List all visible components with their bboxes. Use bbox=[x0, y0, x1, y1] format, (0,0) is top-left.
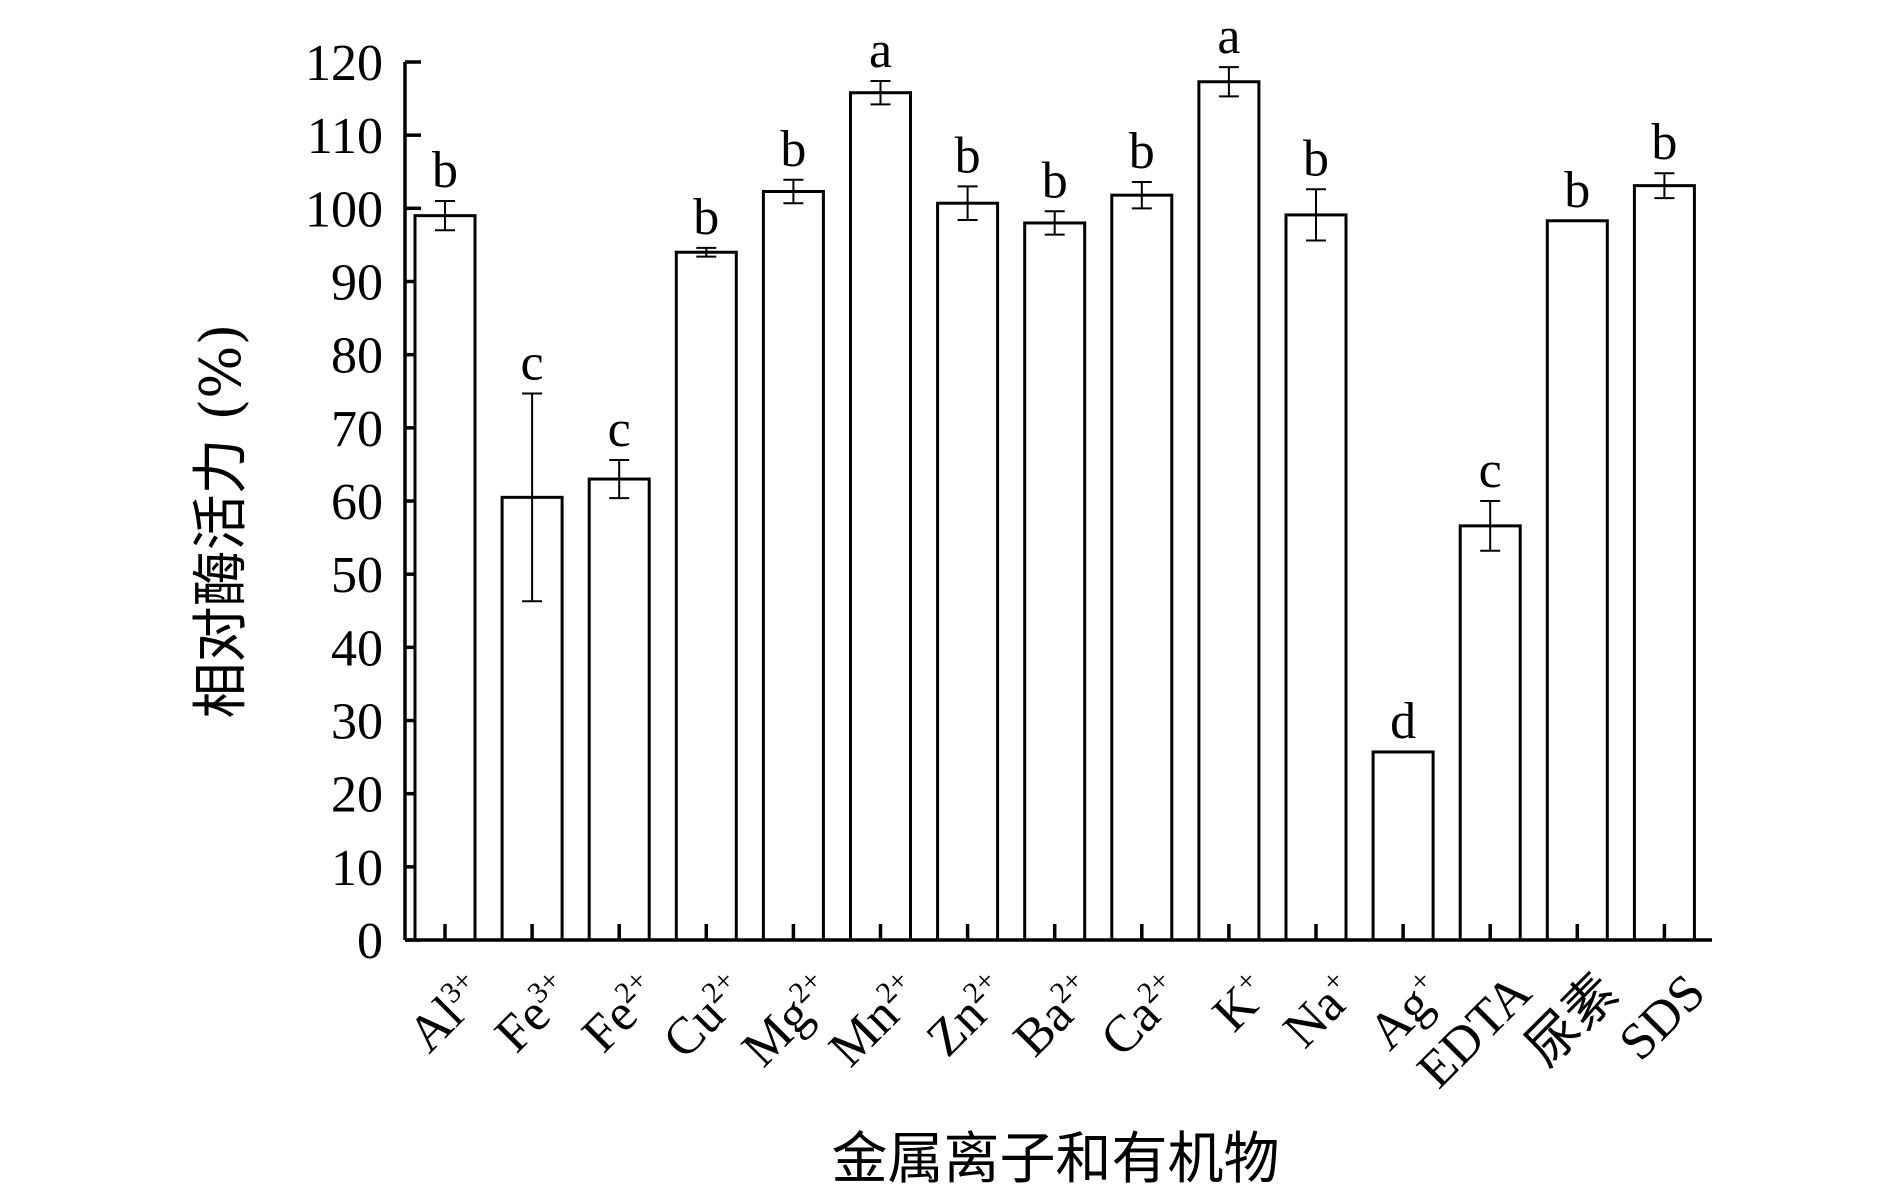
bar bbox=[1458, 524, 1522, 942]
x-tick-label: Fe3+ bbox=[484, 963, 584, 1063]
bar bbox=[1632, 184, 1696, 942]
svg-text:Cu2+: Cu2+ bbox=[652, 963, 758, 1069]
significance-label: c bbox=[521, 334, 544, 391]
significance-label: b bbox=[1129, 123, 1155, 180]
x-tick-label: SDS bbox=[1609, 964, 1717, 1072]
bar bbox=[1023, 221, 1087, 942]
svg-text:Al3+: Al3+ bbox=[397, 963, 497, 1063]
svg-text:Fe3+: Fe3+ bbox=[484, 963, 584, 1063]
significance-label: b bbox=[1303, 130, 1329, 187]
x-tick-label: Fe2+ bbox=[571, 963, 671, 1063]
y-tick-label: 120 bbox=[305, 35, 383, 92]
y-tick-label: 10 bbox=[331, 840, 383, 897]
bar bbox=[413, 214, 477, 942]
significance-label: d bbox=[1390, 693, 1416, 750]
svg-text:尿素: 尿素 bbox=[1515, 964, 1629, 1078]
svg-text:Ca2+: Ca2+ bbox=[1090, 963, 1194, 1067]
bar bbox=[936, 201, 1000, 942]
bar bbox=[849, 91, 912, 942]
bars-group: b c c b b a b b b a b d c b b bbox=[413, 8, 1696, 942]
significance-label: a bbox=[1217, 8, 1240, 65]
x-tick-label: K+ bbox=[1202, 963, 1281, 1042]
y-tick-label: 90 bbox=[331, 255, 383, 312]
bar bbox=[674, 250, 738, 942]
svg-text:Ba2+: Ba2+ bbox=[1003, 963, 1107, 1067]
x-tick-label-base: 尿素 bbox=[1515, 964, 1629, 1078]
y-tick-label: 100 bbox=[305, 181, 383, 238]
x-tick-label: Al3+ bbox=[397, 963, 497, 1063]
svg-text:Mn2+: Mn2+ bbox=[818, 963, 932, 1077]
y-tick-label: 80 bbox=[331, 328, 383, 385]
significance-label: b bbox=[1651, 114, 1677, 171]
x-tick-label: Mn2+ bbox=[818, 963, 932, 1077]
y-tick-label: 70 bbox=[331, 401, 383, 458]
svg-text:SDS: SDS bbox=[1609, 964, 1717, 1072]
svg-text:K+: K+ bbox=[1202, 963, 1281, 1042]
significance-label: b bbox=[780, 121, 806, 178]
x-tick-label: Zn2+ bbox=[916, 963, 1020, 1067]
svg-text:Mg2+: Mg2+ bbox=[731, 963, 845, 1077]
svg-text:Na+: Na+ bbox=[1273, 963, 1368, 1058]
y-tick-label: 0 bbox=[357, 913, 383, 970]
svg-text:Fe2+: Fe2+ bbox=[571, 963, 671, 1063]
y-tick-label: 50 bbox=[331, 547, 383, 604]
bar bbox=[1545, 219, 1609, 942]
x-axis: Al3+ Fe3+ Fe2+Cu2+Mg2+Mn2+ Zn2+ Ba2+ Ca2+ K+ Na… bbox=[397, 924, 1716, 1099]
x-tick-label: Ba2+ bbox=[1003, 963, 1107, 1067]
y-tick-label: 30 bbox=[331, 694, 383, 751]
y-tick-label: 20 bbox=[331, 767, 383, 824]
y-tick-label: 40 bbox=[331, 620, 383, 677]
y-axis-title: 相对酶活力 (%) bbox=[189, 324, 254, 719]
svg-text:Zn2+: Zn2+ bbox=[916, 963, 1020, 1067]
bar bbox=[1371, 750, 1435, 942]
significance-label: b bbox=[693, 189, 719, 246]
significance-label: c bbox=[608, 401, 631, 458]
bar bbox=[1284, 213, 1348, 942]
significance-label: c bbox=[1479, 442, 1502, 499]
significance-label: b bbox=[432, 142, 458, 199]
bar bbox=[761, 190, 825, 942]
significance-label: b bbox=[955, 127, 981, 184]
x-tick-label: Na+ bbox=[1273, 963, 1368, 1058]
bar bbox=[587, 477, 651, 942]
y-tick-label: 110 bbox=[307, 108, 383, 165]
bar bbox=[1197, 80, 1261, 942]
y-tick-label: 60 bbox=[331, 474, 383, 531]
significance-label: b bbox=[1042, 152, 1068, 209]
x-tick-label: Mg2+ bbox=[731, 963, 845, 1077]
x-tick-label: Ca2+ bbox=[1090, 963, 1194, 1067]
y-axis: 0 10 20 30 40 50 60 70 80 90 100 110 120 bbox=[305, 35, 421, 970]
x-tick-label: Cu2+ bbox=[652, 963, 758, 1069]
x-axis-title: 金属离子和有机物 bbox=[832, 1127, 1280, 1192]
significance-label: b bbox=[1564, 162, 1590, 219]
x-tick-label: 尿素 bbox=[1515, 964, 1629, 1078]
x-tick-label-base: SDS bbox=[1609, 964, 1717, 1072]
bar bbox=[1110, 193, 1174, 942]
significance-label: a bbox=[869, 22, 892, 79]
